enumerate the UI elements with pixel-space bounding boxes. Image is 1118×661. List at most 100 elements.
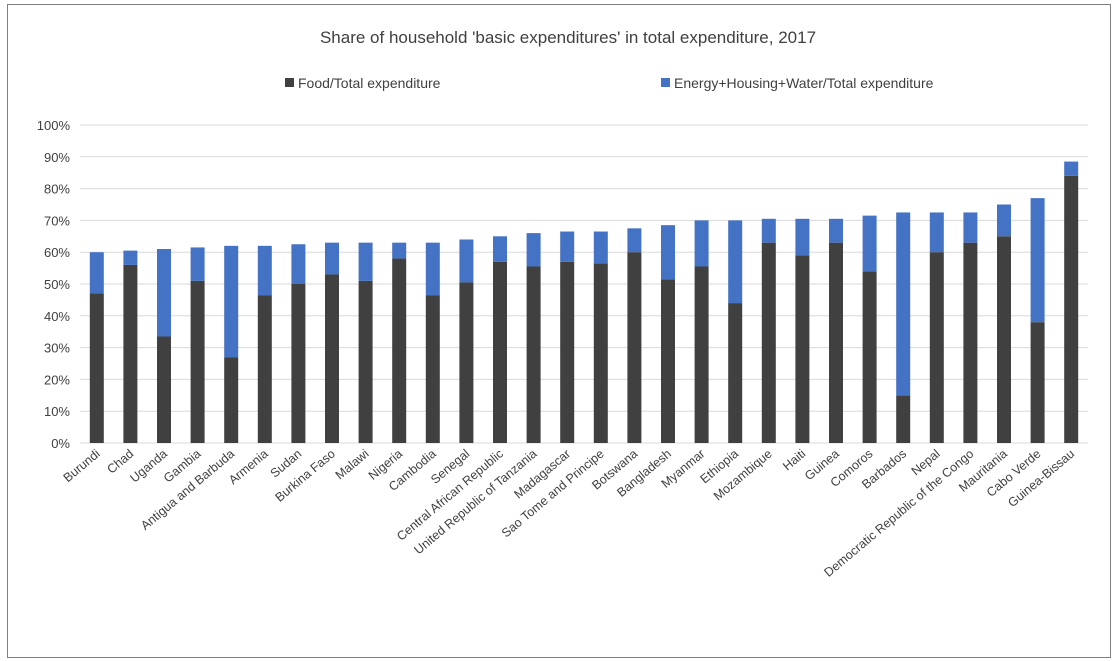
bar-stack xyxy=(392,242,407,443)
bar-stack xyxy=(728,220,743,443)
bar-stack xyxy=(829,218,843,443)
bar-stack xyxy=(190,247,205,443)
bar-stack xyxy=(224,245,239,443)
bar-food xyxy=(661,279,675,443)
bar-stack xyxy=(493,236,507,443)
bar-food xyxy=(89,293,104,443)
bar-stack xyxy=(123,250,138,443)
bar-energy-housing-water xyxy=(325,242,339,275)
y-tick-label: 60% xyxy=(44,245,70,260)
bar-food xyxy=(728,303,743,443)
y-tick-label: 40% xyxy=(44,309,70,324)
bar-food xyxy=(862,271,877,443)
legend-entry: Food/Total expenditure xyxy=(285,75,441,91)
bar-stack xyxy=(862,215,877,443)
bar-food xyxy=(627,252,642,443)
bar-food xyxy=(257,295,272,443)
bar-food xyxy=(459,282,474,443)
bar-energy-housing-water xyxy=(997,204,1011,237)
chart-title: Share of household 'basic expenditures' … xyxy=(320,28,816,47)
bar-energy-housing-water xyxy=(123,250,138,265)
bar-food xyxy=(795,255,810,443)
bar-energy-housing-water xyxy=(291,244,306,284)
bar-food xyxy=(493,261,507,443)
bar-energy-housing-water xyxy=(963,212,978,243)
bar-stack xyxy=(694,220,709,443)
bar-energy-housing-water xyxy=(593,231,608,264)
bar-energy-housing-water xyxy=(896,212,911,396)
y-tick-label: 10% xyxy=(44,404,70,419)
bar-stack xyxy=(761,218,776,443)
bar-stack xyxy=(157,249,171,443)
bar-stack xyxy=(661,225,675,443)
legend-swatch xyxy=(661,78,670,87)
bar-stack xyxy=(358,242,373,443)
bar-stack xyxy=(526,233,541,443)
bar-energy-housing-water xyxy=(1030,198,1045,323)
x-tick-label: Mozambique xyxy=(711,447,775,504)
legend-swatch xyxy=(285,78,294,87)
bar-food xyxy=(929,252,944,443)
bar-food xyxy=(358,280,373,443)
bar-energy-housing-water xyxy=(627,228,642,253)
bar-food xyxy=(1064,175,1079,443)
bar-food xyxy=(526,266,541,443)
bar-stack xyxy=(291,244,306,443)
bar-stack xyxy=(997,204,1011,443)
bar-energy-housing-water xyxy=(190,247,205,281)
bar-energy-housing-water xyxy=(257,245,272,296)
bar-stack xyxy=(560,231,575,443)
bar-food xyxy=(829,242,843,443)
bar-food xyxy=(291,284,306,443)
bar-stack xyxy=(896,212,911,443)
bar-energy-housing-water xyxy=(728,220,743,304)
bar-food xyxy=(425,295,440,443)
x-tick-label: Malawi xyxy=(333,447,372,483)
bar-energy-housing-water xyxy=(224,245,239,358)
y-tick-label: 100% xyxy=(37,118,71,133)
bar-stack xyxy=(795,218,810,443)
bar-energy-housing-water xyxy=(761,218,776,243)
legend-label: Food/Total expenditure xyxy=(298,75,441,91)
bar-food xyxy=(157,336,171,443)
x-tick-label: Haiti xyxy=(780,447,808,474)
bar-food xyxy=(896,395,911,443)
y-tick-label: 90% xyxy=(44,150,70,165)
bar-energy-housing-water xyxy=(661,225,675,280)
bar-stack xyxy=(593,231,608,443)
bar-energy-housing-water xyxy=(526,233,541,267)
y-tick-label: 30% xyxy=(44,341,70,356)
bar-stack xyxy=(459,239,474,443)
bar-energy-housing-water xyxy=(493,236,507,262)
bar-food xyxy=(325,274,339,443)
bar-food xyxy=(1030,322,1045,443)
bars xyxy=(89,161,1079,443)
bar-stack xyxy=(89,252,104,443)
bar-stack xyxy=(929,212,944,443)
bar-energy-housing-water xyxy=(694,220,709,267)
bar-energy-housing-water xyxy=(829,218,843,243)
bar-stack xyxy=(257,245,272,443)
bar-food xyxy=(224,357,239,443)
y-tick-label: 80% xyxy=(44,182,70,197)
bar-energy-housing-water xyxy=(459,239,474,283)
bar-energy-housing-water xyxy=(358,242,373,281)
bar-energy-housing-water xyxy=(392,242,407,259)
legend-label: Energy+Housing+Water/Total expenditure xyxy=(674,75,934,91)
bar-stack xyxy=(325,242,339,443)
bar-energy-housing-water xyxy=(157,249,171,337)
stacked-bar-chart: Share of household 'basic expenditures' … xyxy=(37,28,1088,580)
bar-stack xyxy=(1064,161,1079,443)
bar-stack xyxy=(425,242,440,443)
bar-food xyxy=(997,236,1011,443)
y-tick-label: 20% xyxy=(44,372,70,387)
bar-food xyxy=(694,266,709,443)
bar-stack xyxy=(1030,198,1045,443)
bar-energy-housing-water xyxy=(560,231,575,262)
bar-stack xyxy=(963,212,978,443)
bar-food xyxy=(761,242,776,443)
legend-entry: Energy+Housing+Water/Total expenditure xyxy=(661,75,934,91)
x-tick-label: Burundi xyxy=(61,447,103,485)
chart-frame: Share of household 'basic expenditures' … xyxy=(7,4,1111,658)
bar-stack xyxy=(627,228,642,443)
